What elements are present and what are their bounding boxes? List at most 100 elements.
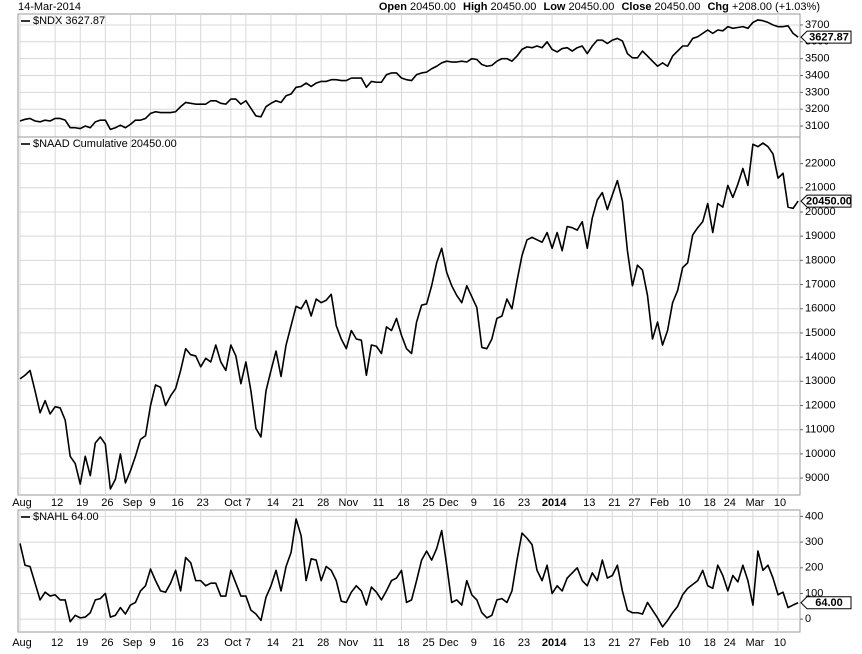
x-tick-label: Dec <box>439 637 459 649</box>
x-tick-label: Feb <box>650 497 669 509</box>
x-tick-label: 11 <box>373 637 384 649</box>
y-tick-label: 3700 <box>805 19 829 31</box>
y-tick-label: 200 <box>805 562 823 574</box>
x-tick-label: 23 <box>197 637 209 649</box>
panel-frame <box>17 136 801 496</box>
legend-label: $NAHL 64.00 <box>33 511 99 523</box>
last-value-box <box>800 596 852 610</box>
y-tick-label: 18000 <box>805 254 836 266</box>
y-tick-label: 0 <box>805 613 811 625</box>
x-tick-label: 19 <box>76 497 88 509</box>
x-tick-label: 9 <box>149 497 155 509</box>
y-tick-label: 3400 <box>805 69 829 81</box>
x-tick-label: 2014 <box>542 497 567 509</box>
y-tick-label: 21000 <box>805 182 836 194</box>
x-tick-label: 14 <box>267 637 279 649</box>
field-value: +208.00 (+1.03%) <box>732 1 820 13</box>
x-tick-label: 13 <box>583 497 595 509</box>
y-tick-label: 14000 <box>805 351 836 363</box>
x-tick-label: 10 <box>679 497 691 509</box>
x-tick-label: 18 <box>704 497 716 509</box>
last-value-box <box>800 194 852 208</box>
x-tick-label: Nov <box>339 497 359 509</box>
x-tick-label: 10 <box>774 497 786 509</box>
y-tick-label: 10000 <box>805 448 836 460</box>
x-tick-label: 24 <box>724 497 736 509</box>
x-tick-label: Aug <box>12 637 32 649</box>
x-tick-label: Mar <box>745 637 764 649</box>
y-tick-label: 22000 <box>805 158 836 170</box>
x-tick-label: 7 <box>245 497 251 509</box>
header-quote: Open 20450.00 High 20450.00 Low 20450.00… <box>379 1 820 13</box>
x-tick-label: 28 <box>317 637 329 649</box>
x-tick-label: 24 <box>724 637 736 649</box>
x-tick-label: 7 <box>245 637 251 649</box>
x-tick-label: 10 <box>679 637 691 649</box>
x-tick-label: Feb <box>650 637 669 649</box>
legend-label: $NDX 3627.87 <box>33 15 105 27</box>
y-tick-label: 20000 <box>805 206 836 218</box>
x-tick-label: 26 <box>101 497 113 509</box>
x-tick-label: Oct <box>224 637 241 649</box>
field-value: 20450.00 <box>491 1 537 13</box>
y-tick-label: 9000 <box>805 472 829 484</box>
x-tick-label: 25 <box>422 637 434 649</box>
x-tick-label: 23 <box>197 497 209 509</box>
y-tick-label: 300 <box>805 536 823 548</box>
x-tick-label: Mar <box>745 497 764 509</box>
x-tick-label: 16 <box>493 497 505 509</box>
x-tick-label: 18 <box>397 497 409 509</box>
y-tick-label: 11000 <box>805 424 835 436</box>
x-tick-label: 23 <box>518 497 530 509</box>
y-tick-label: 16000 <box>805 303 836 315</box>
y-tick-label: 3300 <box>805 86 829 98</box>
panel-frame <box>17 509 801 633</box>
x-tick-label: 27 <box>628 497 640 509</box>
x-tick-label: 11 <box>373 497 384 509</box>
y-tick-label: 15000 <box>805 327 836 339</box>
x-tick-label: 19 <box>76 637 88 649</box>
x-tick-label: 16 <box>493 637 505 649</box>
last-value-label: 3627.87 <box>809 32 849 44</box>
x-tick-label: 18 <box>397 637 409 649</box>
x-tick-label: 10 <box>774 637 786 649</box>
field-label: Chg <box>707 1 728 13</box>
x-tick-label: 23 <box>518 637 530 649</box>
last-value-label: 64.00 <box>815 597 843 609</box>
y-tick-label: 13000 <box>805 375 836 387</box>
field-label: High <box>463 1 488 13</box>
x-tick-label: 2014 <box>542 637 567 649</box>
x-tick-label: 21 <box>292 637 304 649</box>
data-line <box>19 142 799 490</box>
field-value: 20450.00 <box>410 1 456 13</box>
last-value-box <box>800 30 852 44</box>
x-tick-label: 28 <box>317 497 329 509</box>
field-value: 20450.00 <box>655 1 701 13</box>
x-tick-label: 27 <box>628 637 640 649</box>
field-label: Close <box>621 1 651 13</box>
x-tick-label: 16 <box>171 637 183 649</box>
y-tick-label: 3500 <box>805 53 829 65</box>
data-line <box>19 19 799 131</box>
x-tick-label: Sep <box>123 497 143 509</box>
legend-label: $NAAD Cumulative 20450.00 <box>33 138 177 150</box>
x-tick-label: Dec <box>439 497 459 509</box>
y-tick-label: 3200 <box>805 103 829 115</box>
field-label: Open <box>379 1 407 13</box>
x-tick-label: Nov <box>339 637 359 649</box>
x-tick-label: 26 <box>101 637 113 649</box>
x-tick-label: 9 <box>149 637 155 649</box>
x-tick-label: 25 <box>422 497 434 509</box>
x-tick-label: 9 <box>471 497 477 509</box>
x-tick-label: Aug <box>12 497 32 509</box>
y-tick-label: 19000 <box>805 230 836 242</box>
x-tick-label: 21 <box>292 497 304 509</box>
x-tick-label: 12 <box>51 497 63 509</box>
y-tick-label: 12000 <box>805 399 836 411</box>
x-tick-label: 18 <box>704 637 716 649</box>
x-tick-label: 13 <box>583 637 595 649</box>
header-date: 14-Mar-2014 <box>18 1 81 13</box>
x-tick-label: 21 <box>608 497 620 509</box>
data-line <box>19 518 799 628</box>
